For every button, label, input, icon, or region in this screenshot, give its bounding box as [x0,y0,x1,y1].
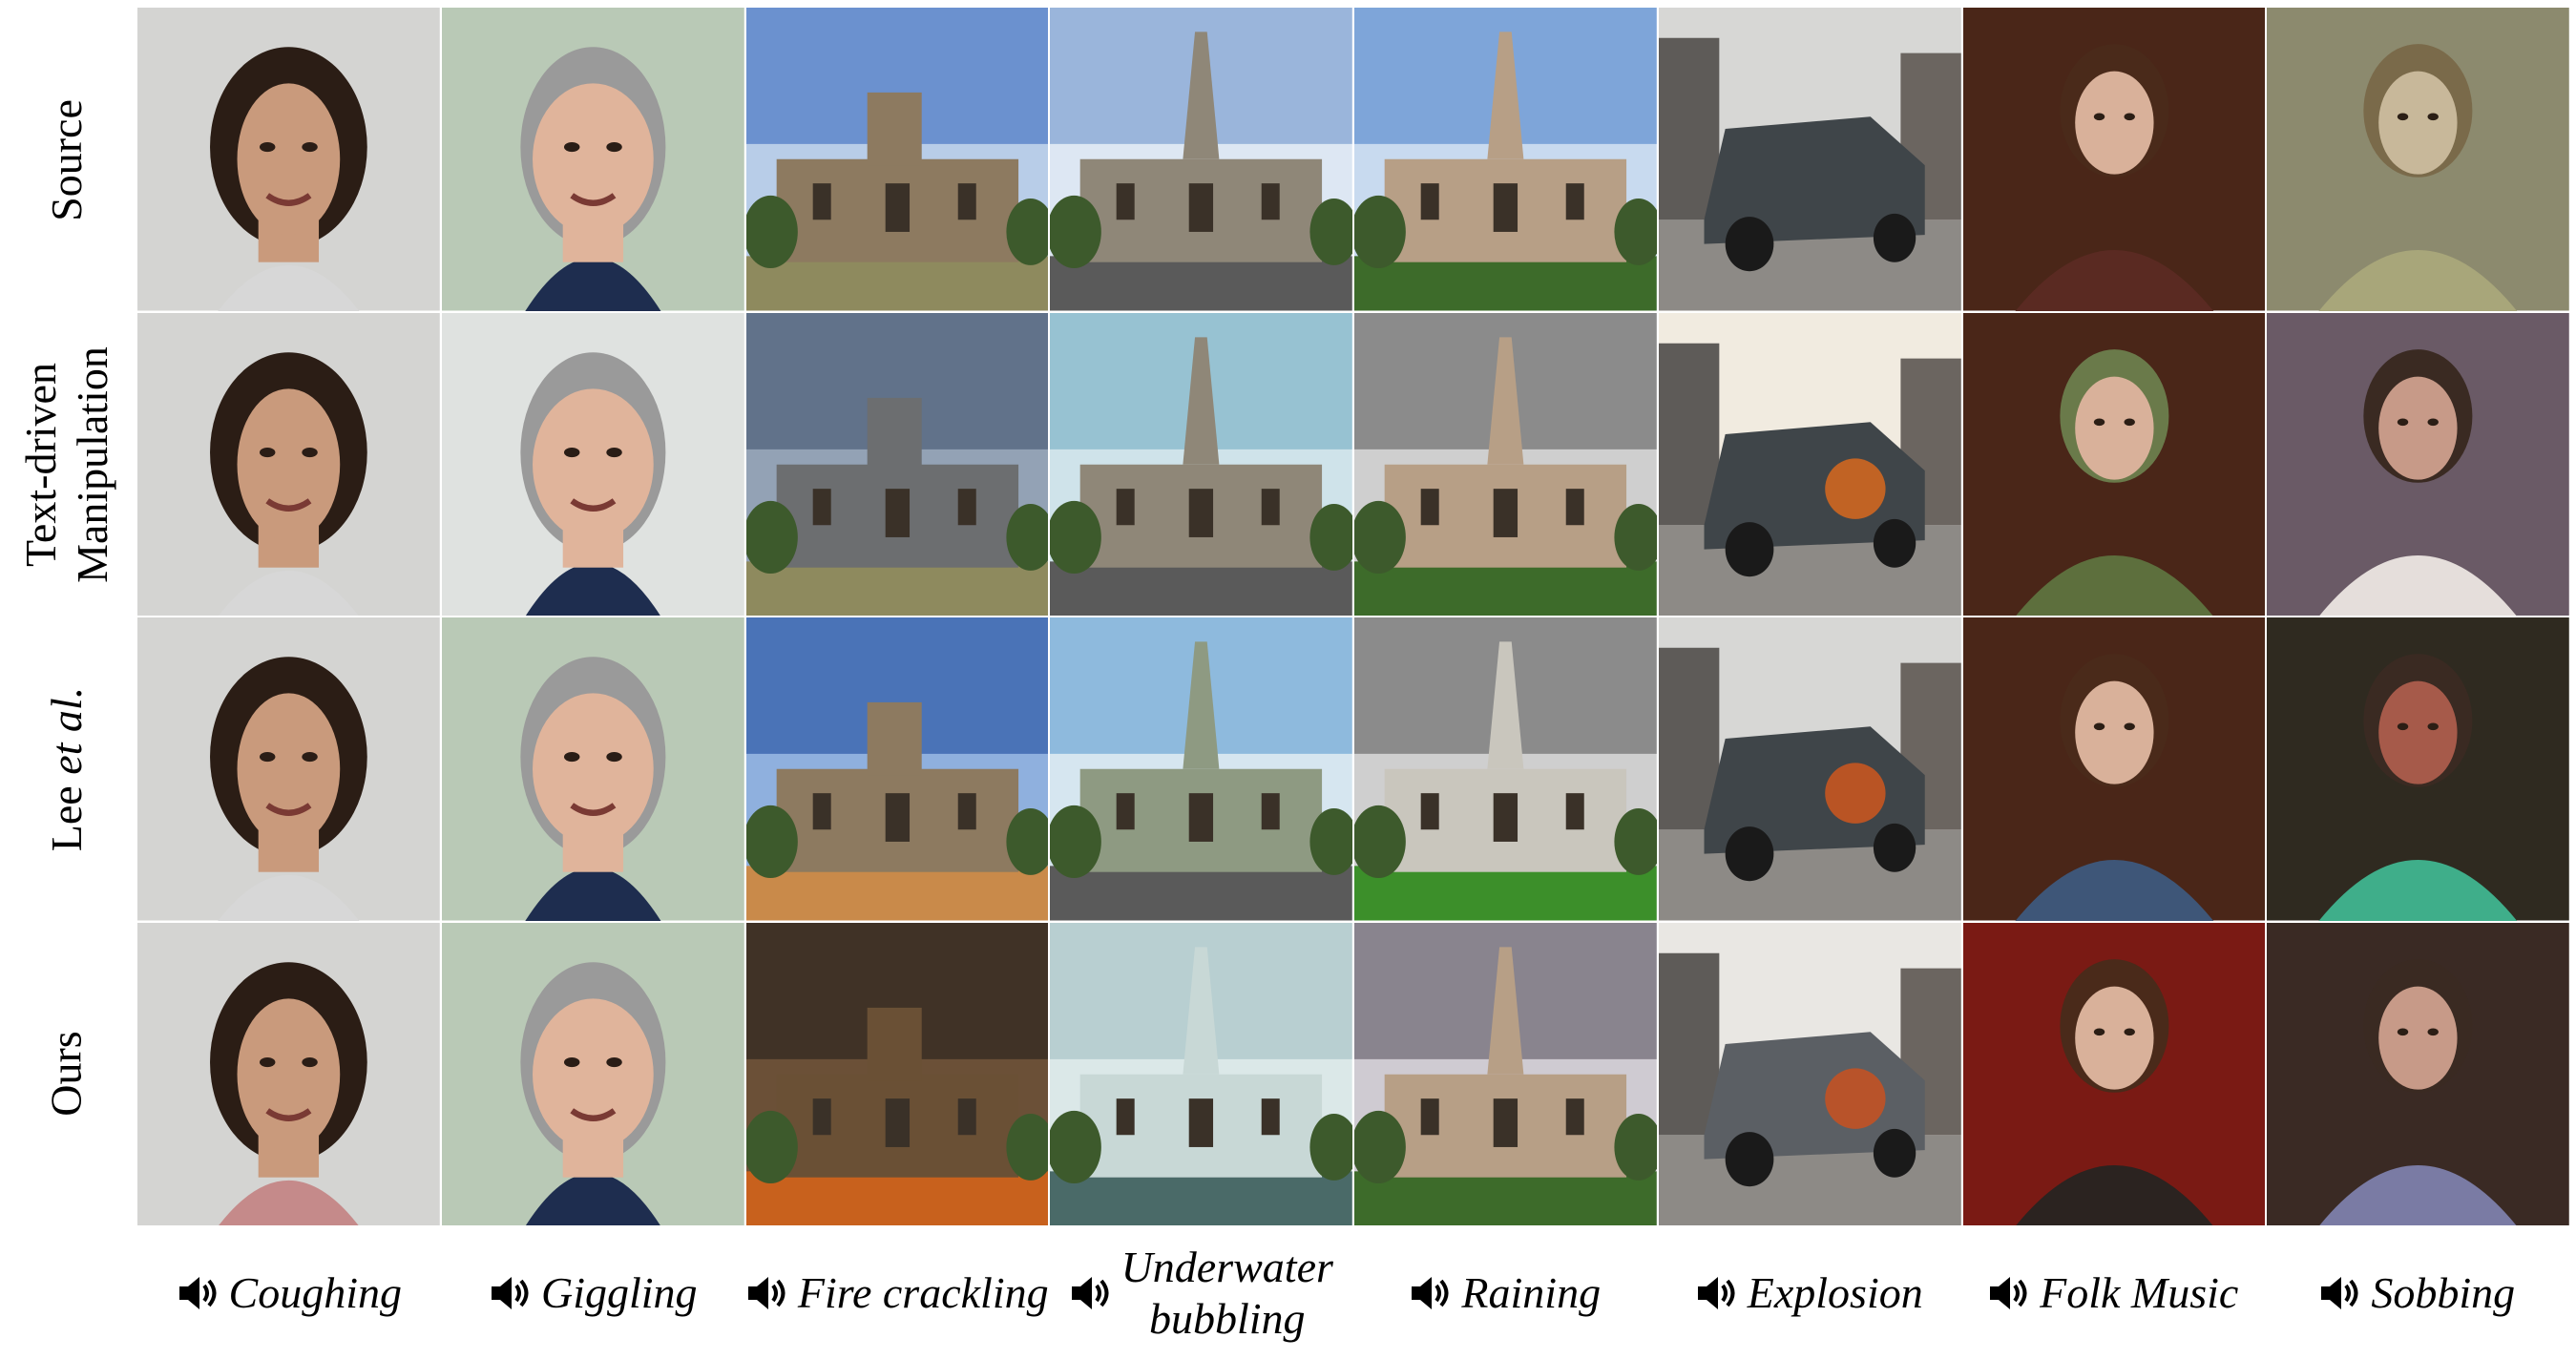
caption-explosion: Explosion [1658,1231,1962,1355]
caption-line1: Underwater [1120,1243,1333,1291]
image-source-giggling [441,8,744,311]
image-ours-giggling [441,922,744,1225]
image-ours-underwater-bubbling [1050,922,1352,1225]
image-ours-coughing [137,922,440,1225]
image-ours-fire-crackling [745,922,1049,1225]
image-source-raining [1354,8,1657,311]
image-text-driven-giggling [441,312,744,616]
image-source-fire-crackling [745,8,1049,311]
speaker-icon [1990,1277,2027,1309]
caption-fire-crackling: Fire crackling [745,1231,1050,1355]
caption-sobbing: Sobbing [2266,1231,2570,1355]
image-lee-et-al-raining [1354,617,1657,921]
image-ours-folk-music [1962,922,2266,1225]
image-lee-et-al-fire-crackling [745,617,1049,921]
row-label-text-driven-line2: Manipulation [68,345,117,583]
speaker-icon [178,1277,217,1309]
caption-giggling: Giggling [442,1231,746,1355]
image-text-driven-folk-music [1962,312,2266,616]
speaker-icon [1071,1277,1109,1309]
image-lee-et-al-giggling [441,617,744,921]
caption-text: Explosion [1747,1268,1923,1317]
image-ours-explosion [1658,922,1961,1225]
image-ours-sobbing [2267,922,2569,1225]
image-ours-raining [1354,922,1657,1225]
image-lee-et-al-underwater-bubbling [1050,617,1352,921]
speaker-icon [491,1277,529,1309]
speaker-icon [1697,1277,1735,1309]
row-label-source: Source [0,8,134,312]
row-label-lee: Lee et al. [0,617,134,921]
caption-text: Raining [1461,1268,1602,1317]
speaker-icon [747,1277,785,1309]
image-text-driven-raining [1354,312,1657,616]
row-label-text-driven: Text-driven Manipulation [0,312,134,617]
caption-text: Folk Music [2040,1268,2239,1317]
image-source-explosion [1658,8,1961,311]
caption-text: Underwater bubbling [1121,1242,1333,1345]
image-text-driven-fire-crackling [745,312,1049,616]
row-label-source-text: Source [42,98,91,221]
caption-text: Sobbing [2371,1268,2516,1317]
caption-line2: bubbling [1148,1294,1306,1343]
caption-text: Giggling [540,1268,698,1317]
image-text-driven-sobbing [2267,312,2569,616]
row-label-text-driven-line1: Text-driven [16,362,66,567]
image-grid [137,8,2569,1225]
image-source-folk-music [1962,8,2266,311]
row-label-ours: Ours [0,921,134,1225]
image-lee-et-al-sobbing [2267,617,2569,921]
image-text-driven-underwater-bubbling [1050,312,1352,616]
image-lee-et-al-coughing [137,617,440,921]
image-text-driven-coughing [137,312,440,616]
column-captions: Coughing Giggling Fire crackling Underwa… [137,1231,2569,1355]
image-source-coughing [137,8,440,311]
row-label-lee-etal: et al. [42,686,92,775]
image-source-underwater-bubbling [1050,8,1352,311]
caption-coughing: Coughing [137,1231,442,1355]
image-lee-et-al-explosion [1658,617,1961,921]
image-text-driven-explosion [1658,312,1961,616]
caption-folk-music: Folk Music [1961,1231,2266,1355]
image-lee-et-al-folk-music [1962,617,2266,921]
caption-text: Coughing [228,1268,402,1317]
row-labels: Source Text-driven Manipulation Lee et a… [0,0,134,1231]
caption-text: Fire crackling [797,1268,1049,1317]
caption-underwater-bubbling: Underwater bubbling [1050,1231,1354,1355]
speaker-icon [2321,1277,2358,1309]
caption-raining: Raining [1353,1231,1658,1355]
row-label-ours-text: Ours [41,1030,91,1117]
speaker-icon [1412,1277,1449,1309]
row-label-lee-prefix: Lee [42,774,92,851]
image-source-sobbing [2267,8,2569,311]
